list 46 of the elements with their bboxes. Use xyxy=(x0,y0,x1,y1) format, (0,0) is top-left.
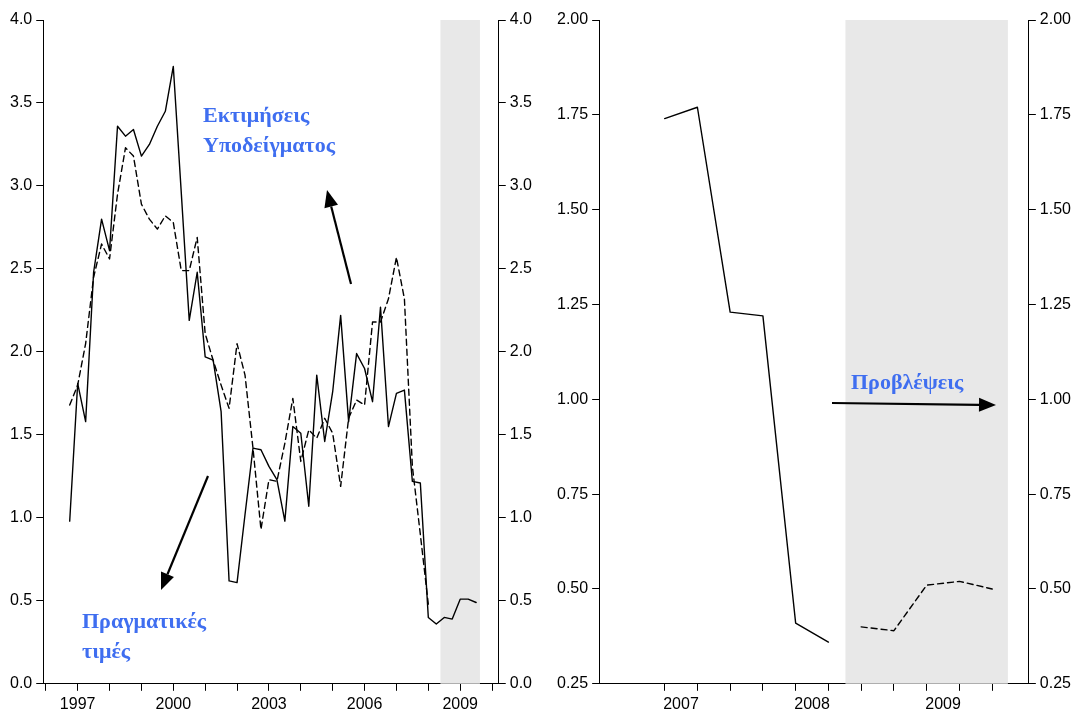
x-tick-label: 2006 xyxy=(346,694,383,712)
y-tick-label: 1.5 xyxy=(9,425,33,443)
y-tick-label: 1.25 xyxy=(557,294,589,312)
y2-tick-label: 0.50 xyxy=(1039,579,1072,597)
x-tick-label: 2000 xyxy=(155,694,192,712)
y-tick-label: 1.75 xyxy=(557,105,589,123)
y2-tick-label: 0.25 xyxy=(1039,674,1072,692)
y-tick-label: 3.5 xyxy=(9,93,33,111)
y2-tick-label: 1.50 xyxy=(1039,200,1072,218)
y-tick-label: 0.50 xyxy=(557,579,589,597)
y2-tick-label: 1.0 xyxy=(509,508,533,526)
annotation: Προβλέψεις xyxy=(851,368,965,396)
y-tick-label: 1.00 xyxy=(557,389,589,407)
y2-tick-label: 1.00 xyxy=(1039,389,1072,407)
annotation: Εκτιμήσεις Υποδείγματος xyxy=(203,101,337,159)
y-tick-label: 2.5 xyxy=(9,259,33,277)
y2-tick-label: 1.25 xyxy=(1039,294,1072,312)
y-tick-label: 0.75 xyxy=(557,484,589,502)
y2-tick-label: 3.5 xyxy=(509,93,533,111)
y2-tick-label: 3.0 xyxy=(509,176,533,194)
y-tick-label: 2.0 xyxy=(9,342,33,360)
y-tick-label: 3.0 xyxy=(9,176,33,194)
x-tick-label: 2007 xyxy=(663,694,699,712)
y-tick-label: 0.5 xyxy=(9,591,33,609)
y2-tick-label: 0.5 xyxy=(509,591,533,609)
annotation: Πραγματικές τιμές xyxy=(82,607,208,665)
x-tick-label: 2009 xyxy=(925,694,961,712)
y-tick-label: 0.0 xyxy=(9,674,33,692)
y2-tick-label: 2.0 xyxy=(509,342,533,360)
y-tick-label: 0.25 xyxy=(557,674,589,692)
y2-tick-label: 0.75 xyxy=(1039,484,1072,502)
x-tick-label: 1997 xyxy=(59,694,96,712)
y2-tick-label: 4.0 xyxy=(509,10,533,28)
y2-tick-label: 1.5 xyxy=(509,425,533,443)
y2-tick-label: 1.75 xyxy=(1039,105,1072,123)
y2-tick-label: 2.5 xyxy=(509,259,533,277)
y-tick-label: 1.0 xyxy=(9,508,33,526)
x-tick-label: 2003 xyxy=(251,694,287,712)
y-tick-label: 2.00 xyxy=(557,10,589,28)
x-tick-label: 2008 xyxy=(794,694,830,712)
y2-tick-label: 0.0 xyxy=(509,674,533,692)
y-tick-label: 4.0 xyxy=(9,10,33,28)
x-tick-label: 2009 xyxy=(442,694,479,712)
line-series xyxy=(860,580,993,632)
y-tick-label: 1.50 xyxy=(557,200,589,218)
y2-tick-label: 2.00 xyxy=(1039,10,1072,28)
